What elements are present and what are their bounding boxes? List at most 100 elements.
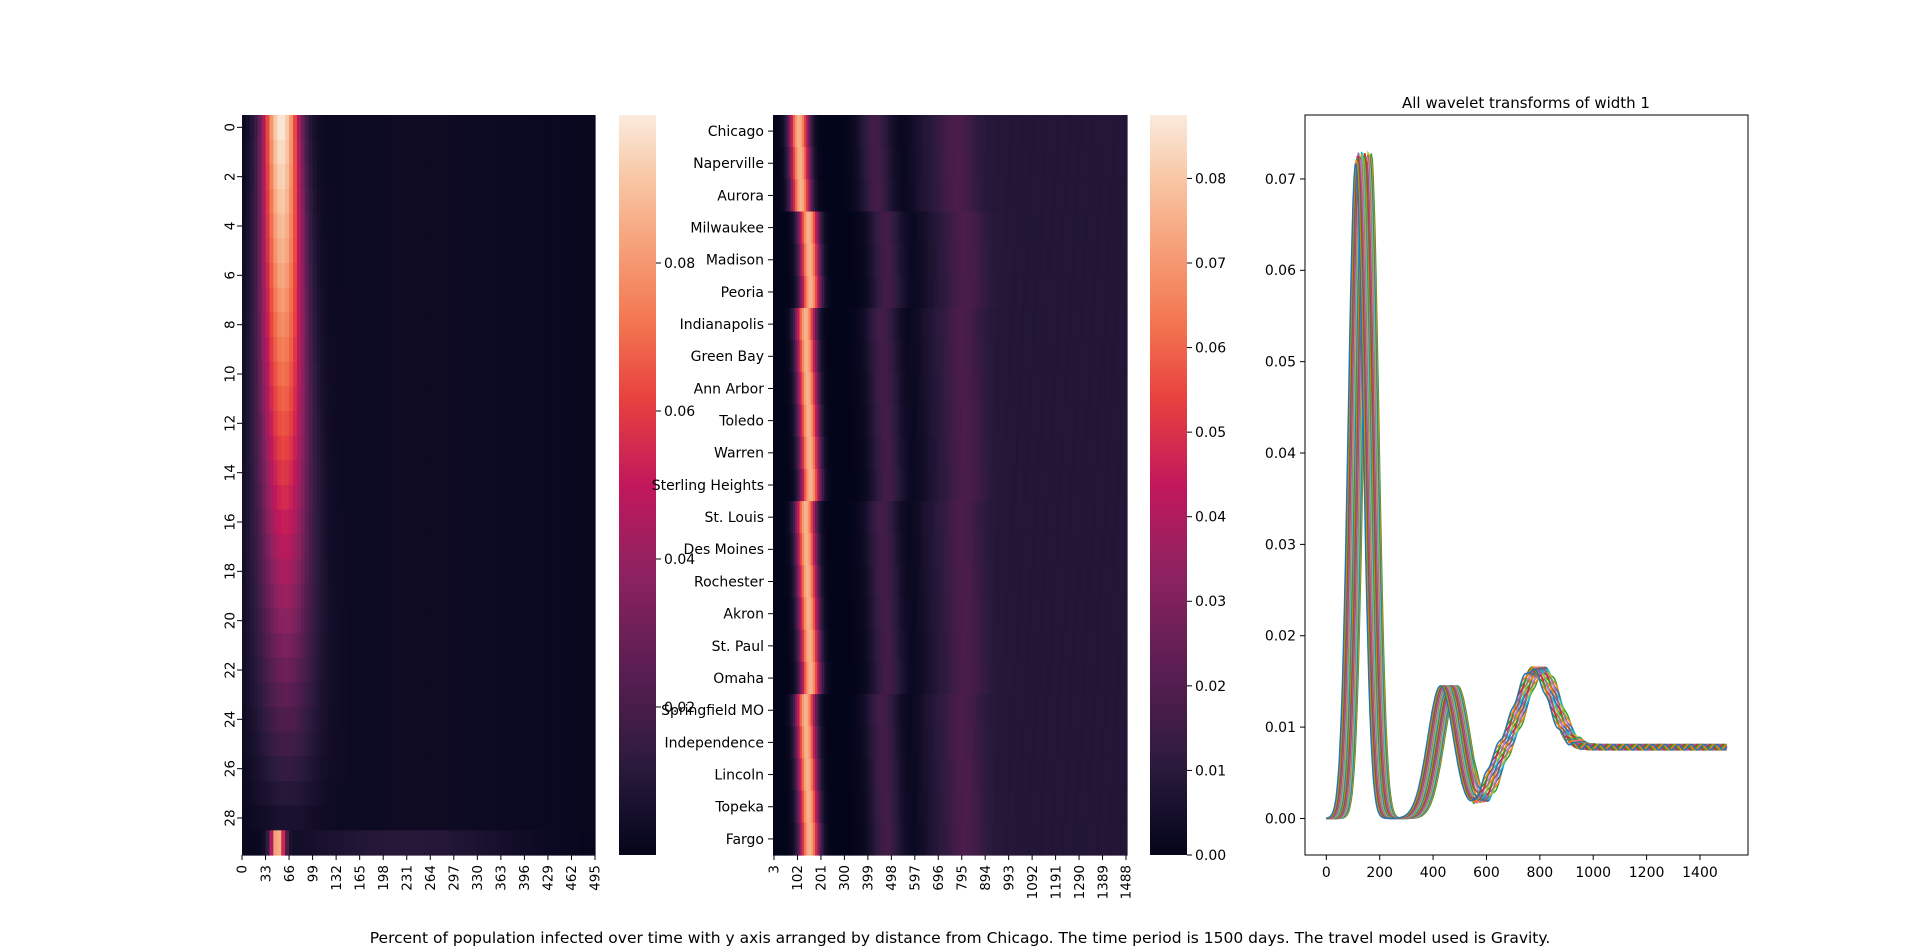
heatmap2-cell [1082, 404, 1086, 438]
heatmap1-cell [343, 781, 349, 807]
heatmap2-cell [934, 275, 938, 309]
heatmap1-cell [257, 139, 263, 165]
heatmap1-cell [371, 805, 376, 831]
heatmap2-cell [1076, 468, 1079, 502]
heatmap1-cell [453, 361, 459, 387]
heatmap1-cell [383, 213, 388, 239]
heatmap2-cell [879, 243, 883, 277]
heatmap2-cell [1109, 308, 1113, 341]
heatmap1-cell [571, 189, 576, 215]
heatmap1-cell [449, 139, 455, 165]
heatmap2-cell [1040, 275, 1044, 309]
heatmap2-cell [923, 308, 927, 341]
heatmap2-cell [936, 404, 940, 438]
heatmap2-cell [826, 372, 829, 406]
heatmap1-cell [422, 164, 427, 190]
heatmap1-cell [481, 238, 486, 264]
heatmap1-cell [485, 115, 490, 141]
heatmap1-cell [591, 583, 596, 609]
heatmap1-cell [547, 657, 553, 683]
heatmap1-cell [336, 805, 341, 831]
heatmap2-cell [1027, 179, 1031, 213]
heatmap1-cell [281, 608, 286, 634]
heatmap1-cell [245, 707, 251, 733]
heatmap1-cell [367, 731, 373, 757]
heatmap1-cell [493, 781, 498, 807]
heatmap1-cell [332, 608, 337, 634]
heatmap1-cell [544, 361, 549, 387]
heatmap2-cell [989, 147, 993, 180]
heatmap1-cell [261, 509, 267, 535]
heatmap2-cell [1078, 115, 1082, 148]
heatmap1-cell [418, 115, 424, 141]
heatmap1-cell [261, 633, 267, 659]
heatmap2-cell [1069, 308, 1073, 341]
heatmap2-cell [941, 115, 944, 148]
heatmap1-cell [473, 139, 478, 165]
heatmap1-cell [336, 361, 341, 387]
heatmap2-cell [1003, 179, 1006, 213]
heatmap2-cell [861, 501, 865, 534]
heatmap2-cell [788, 211, 792, 245]
heatmap1-cell [544, 115, 549, 141]
heatmap1-cell [394, 830, 400, 856]
heatmap1-cell [312, 583, 318, 609]
heatmap1-cell [359, 287, 365, 313]
heatmap2-cell [885, 468, 889, 502]
heatmap2-cell [837, 501, 840, 534]
heatmap1-cell [296, 633, 302, 659]
heatmap2-cell [958, 501, 962, 534]
heatmap1-cell [296, 213, 302, 239]
heatmap2-cell [1111, 308, 1115, 341]
heatmap1-cell [379, 164, 384, 190]
heatmap1-cell [583, 139, 588, 165]
y-tick-label: 14 [223, 464, 239, 481]
heatmap2-cell [947, 436, 951, 470]
heatmap1-cell [328, 213, 333, 239]
heatmap1-cell [343, 263, 349, 289]
heatmap1-cell [445, 287, 451, 313]
heatmap2-cell [894, 340, 898, 373]
heatmap1-cell [512, 238, 518, 264]
heatmap2-cell [1011, 340, 1015, 373]
heatmap1-cell [422, 633, 427, 659]
heatmap1-cell [583, 361, 588, 387]
heatmap1-cell [245, 460, 251, 486]
heatmap2-cell [1076, 340, 1079, 373]
heatmap2-cell [1056, 468, 1060, 502]
heatmap2-cell [841, 211, 845, 245]
heatmap1-cell [544, 633, 549, 659]
heatmap1-cell [516, 657, 522, 683]
heatmap1-cell [445, 633, 451, 659]
heatmap2-cell [967, 404, 971, 438]
heatmap1-cell [261, 830, 267, 856]
heatmap2-cell [868, 147, 871, 180]
heatmap2-cell [980, 179, 984, 213]
heatmap1-cell [332, 386, 337, 412]
heatmap1-cell [575, 238, 580, 264]
heatmap1-cell [477, 830, 482, 856]
heatmap1-cell [504, 312, 510, 338]
heatmap2-cell [850, 179, 854, 213]
heatmap2-cell [1045, 340, 1048, 373]
heatmap1-cell [426, 139, 431, 165]
heatmap1-cell [563, 238, 569, 264]
heatmap1-cell [347, 805, 353, 831]
heatmap1-cell [414, 361, 420, 387]
heatmap1-cell [257, 189, 263, 215]
heatmap1-cell [379, 534, 384, 560]
heatmap1-cell [414, 830, 420, 856]
heatmap1-cell [391, 312, 396, 338]
heatmap1-cell [383, 534, 388, 560]
heatmap2-cell [961, 211, 964, 245]
heatmap2-cell [1060, 501, 1064, 534]
heatmap1-cell [438, 830, 443, 856]
heatmap1-cell [442, 386, 447, 412]
heatmap2-cell [1071, 147, 1075, 180]
heatmap2-cell [1005, 468, 1009, 502]
heatmap2-cell [830, 308, 834, 341]
heatmap1-cell [347, 115, 353, 141]
heatmap1-cell [285, 386, 290, 412]
heatmap2-cell [1045, 308, 1048, 341]
heatmap2-cell [1003, 372, 1006, 406]
